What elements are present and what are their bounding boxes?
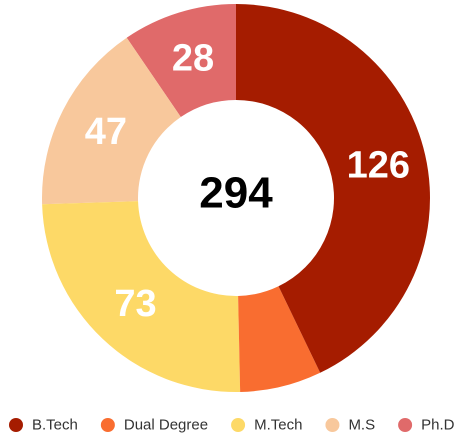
data-label: 47	[85, 111, 127, 153]
legend-marker	[325, 418, 340, 432]
legend-marker	[100, 418, 115, 432]
data-label: 28	[172, 37, 214, 79]
legend-label: Ph.D	[421, 417, 455, 434]
legend-label: M.S	[348, 417, 375, 434]
legend-marker	[9, 418, 23, 432]
donut-segment	[236, 4, 430, 373]
donut-segment	[42, 201, 241, 392]
donut-segment	[42, 37, 181, 205]
data-label: 126	[347, 145, 410, 187]
legend-label: M.Tech	[254, 417, 302, 434]
legend-marker	[231, 418, 246, 432]
legend-label: Dual Degree	[124, 417, 208, 434]
data-label: 73	[114, 283, 156, 325]
total-label: 294	[199, 169, 273, 218]
legend-marker	[398, 418, 413, 432]
donut-segment	[238, 286, 321, 392]
donut-segment	[126, 4, 236, 118]
legend-label: B.Tech	[32, 417, 78, 434]
